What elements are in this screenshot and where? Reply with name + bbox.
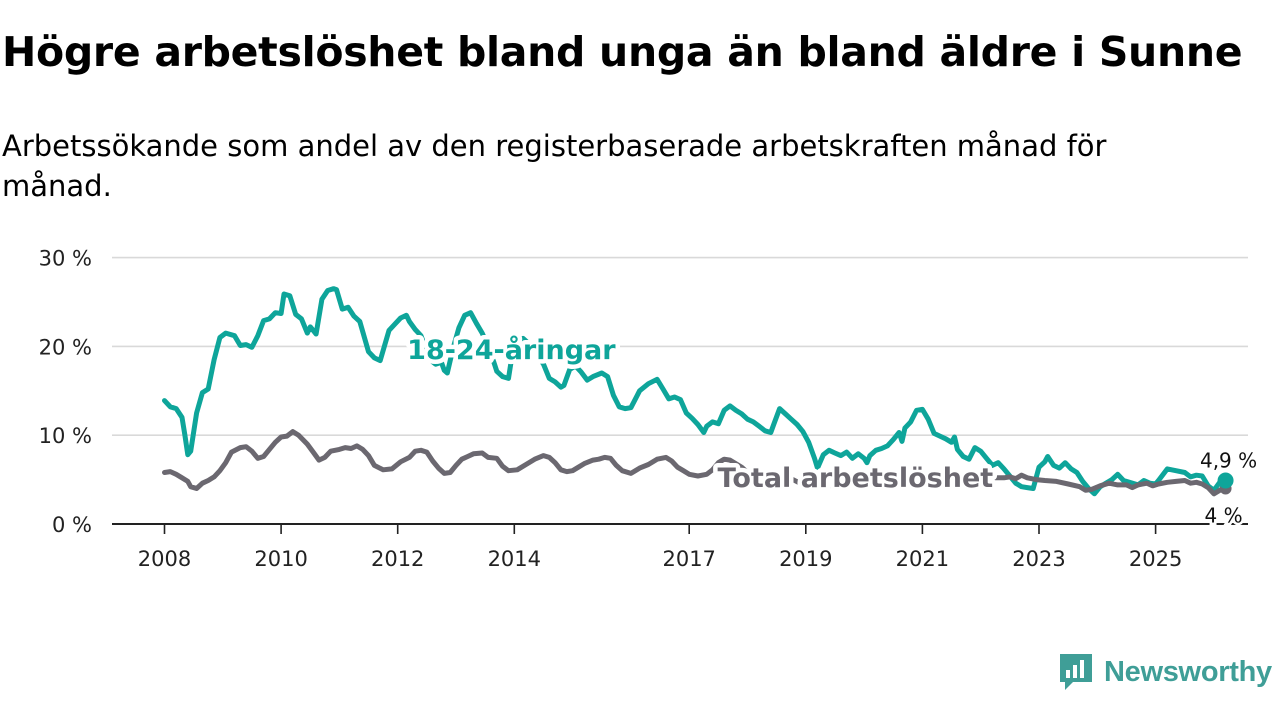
x-tick-label: 2025 [1129, 547, 1182, 571]
x-tick-label: 2023 [1012, 547, 1065, 571]
brand-name: Newsworthy [1104, 655, 1272, 688]
newsworthy-logo-icon [1060, 654, 1092, 690]
series-line-youth [162, 286, 1229, 497]
x-tick-label: 2012 [371, 547, 424, 571]
chart-subtitle: Arbetssökande som andel av den registerb… [2, 129, 1107, 203]
y-tick-label: 30 % [39, 247, 92, 271]
series-line-total [162, 429, 1229, 497]
y-tick-label: 10 % [39, 424, 92, 448]
x-tick-label: 2010 [254, 547, 307, 571]
annotation-youth: 18-24-åringar [407, 334, 616, 366]
end-label-youth: 4,9 % [1200, 448, 1257, 472]
y-tick-label: 20 % [39, 335, 92, 359]
end-markers: 4,9 % 4 % [1197, 446, 1259, 530]
chart-title: Högre arbetslöshet bland unga än bland ä… [2, 28, 1243, 76]
x-tick-label: 2017 [662, 547, 715, 571]
x-tick-label: 2021 [896, 547, 949, 571]
annotation-total: Total arbetslöshet [718, 463, 994, 494]
x-tick-label: 2014 [488, 547, 541, 571]
x-tick-label: 2019 [779, 547, 832, 571]
series-annotations: 18-24-åringar Total arbetslöshet [403, 329, 998, 498]
x-axis: 2008 2010 2012 2014 2017 2019 2021 2023 2025 [112, 523, 1248, 571]
series-lines [162, 286, 1229, 497]
y-tick-label: 0 % [52, 513, 92, 537]
x-tick-label: 2008 [138, 547, 191, 571]
gridlines [112, 256, 1248, 437]
end-label-total: 4 % [1205, 503, 1243, 527]
newsworthy-brand: Newsworthy [1058, 652, 1272, 692]
end-marker-youth [1217, 472, 1234, 489]
y-axis-labels: 0 % 10 % 20 % 30 % [39, 247, 92, 537]
